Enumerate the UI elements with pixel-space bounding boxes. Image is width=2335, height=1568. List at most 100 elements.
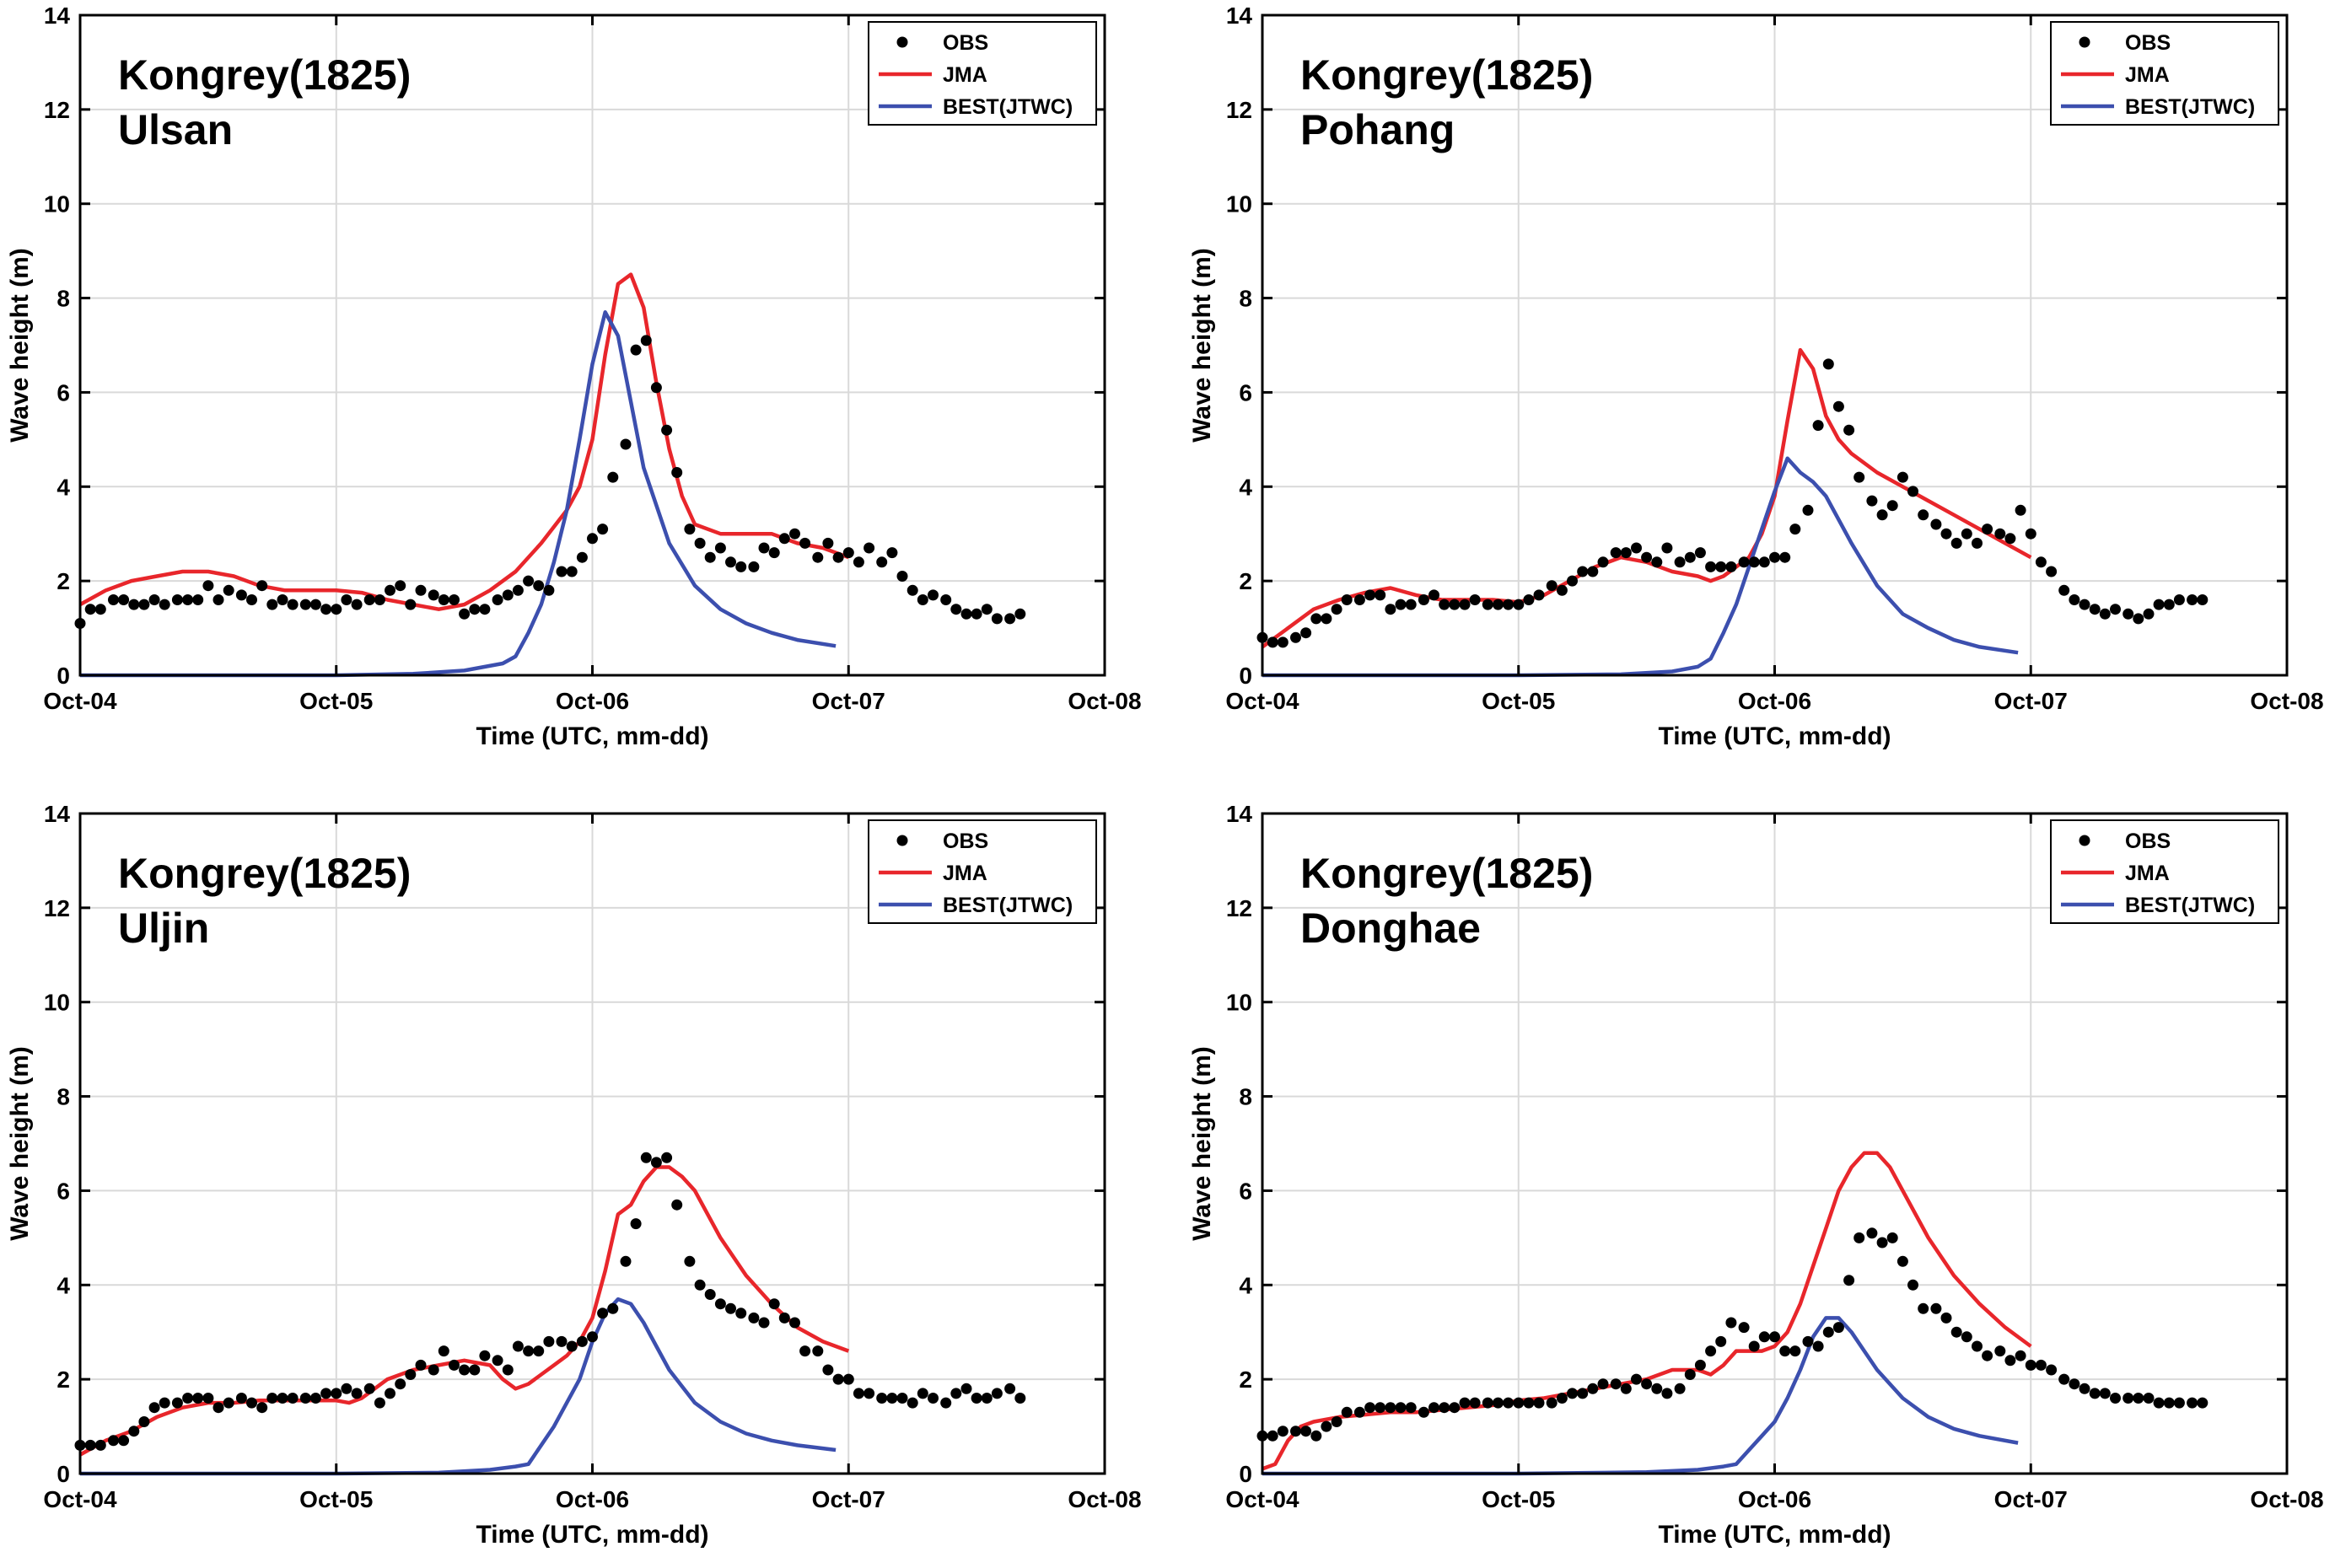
obs-point: [1674, 556, 1686, 568]
x-tick-label: Oct-08: [1068, 1486, 1141, 1512]
obs-point: [661, 424, 673, 436]
y-tick-label: 10: [44, 990, 70, 1016]
y-tick-label: 0: [1239, 663, 1252, 689]
legend-label: BEST(JTWC): [2125, 95, 2255, 119]
obs-point: [1267, 636, 1278, 648]
obs-point: [266, 1393, 278, 1404]
obs-point: [1725, 1317, 1737, 1329]
obs-point: [1300, 627, 1312, 639]
obs-point: [1631, 1373, 1642, 1385]
obs-point: [299, 1393, 311, 1404]
y-tick-label: 14: [44, 801, 71, 827]
obs-point: [449, 594, 460, 605]
obs-point: [1449, 599, 1461, 610]
obs-point: [778, 533, 790, 545]
series-line-jma: [1261, 347, 2032, 649]
obs-point: [1866, 1227, 1878, 1239]
chart-subtitle: Donghae: [1300, 905, 1481, 952]
obs-point: [1651, 1383, 1663, 1394]
obs-point: [2035, 1359, 2047, 1371]
chart-panel-3: Oct-04 Oct-05 Oct-06 Oct-07 Oct-08 0 2 4 6 8 10 12 1…: [6, 801, 1142, 1549]
legend: OBS JMA BEST(JTWC): [2050, 819, 2279, 924]
obs-point: [1482, 1397, 1493, 1409]
obs-point: [694, 537, 706, 549]
obs-point: [1950, 537, 1962, 549]
legend-obs-marker: [896, 835, 908, 846]
obs-point: [351, 599, 363, 610]
obs-point: [1982, 524, 1993, 535]
obs-point: [512, 1340, 524, 1352]
obs-point: [1341, 1406, 1353, 1418]
obs-point: [1385, 1402, 1396, 1414]
obs-point: [2122, 608, 2134, 620]
legend-label: OBS: [943, 31, 988, 55]
obs-point: [2133, 613, 2144, 625]
obs-point: [950, 604, 962, 615]
obs-point: [1300, 1426, 1312, 1437]
obs-point: [1950, 1326, 1962, 1338]
obs-point: [981, 604, 993, 615]
obs-point: [2015, 1350, 2026, 1361]
obs-point: [704, 1289, 716, 1300]
obs-point: [1482, 599, 1493, 610]
obs-point: [587, 533, 598, 545]
obs-point: [1503, 1397, 1515, 1409]
obs-point: [1631, 542, 1642, 554]
legend: OBS JMA BEST(JTWC): [2050, 21, 2279, 126]
obs-point: [1715, 561, 1727, 572]
obs-point: [2187, 594, 2198, 605]
obs-point: [2173, 1397, 2185, 1409]
obs-point: [138, 1416, 150, 1427]
legend-obs-marker: [2079, 36, 2090, 48]
obs-point: [2004, 1355, 2016, 1367]
obs-point: [1866, 495, 1878, 507]
obs-point: [1812, 420, 1824, 432]
obs-point: [1994, 1345, 2006, 1357]
obs-point: [1439, 599, 1450, 610]
obs-point: [2143, 608, 2155, 620]
x-tick-label: Oct-06: [1738, 1486, 1811, 1512]
legend-label: BEST(JTWC): [2125, 894, 2255, 917]
obs-point: [1577, 1388, 1589, 1399]
series-line-jma: [1262, 1151, 2032, 1471]
x-tick-label: Oct-07: [812, 1486, 885, 1512]
obs-point: [1822, 358, 1834, 370]
obs-point: [1758, 556, 1770, 568]
obs-point: [2153, 599, 2165, 610]
chart-subtitle: Pohang: [1300, 106, 1455, 153]
obs-point: [1789, 1345, 1801, 1357]
obs-point: [1469, 594, 1481, 605]
legend-label: OBS: [2125, 31, 2171, 55]
obs-point: [2079, 1383, 2090, 1394]
obs-point: [940, 1397, 952, 1409]
obs-point: [1897, 471, 1908, 483]
obs-point: [405, 1369, 417, 1380]
obs-point: [223, 1397, 234, 1409]
obs-point: [1533, 1397, 1545, 1409]
obs-point: [159, 599, 170, 610]
obs-point: [758, 1317, 770, 1329]
obs-point: [684, 524, 696, 535]
legend-label: OBS: [943, 830, 988, 853]
obs-point: [597, 1308, 609, 1319]
obs-point: [768, 547, 780, 559]
y-tick-label: 0: [56, 663, 70, 689]
obs-point: [351, 1388, 363, 1399]
legend-obs-marker: [896, 36, 908, 48]
obs-point: [2004, 533, 2016, 545]
y-tick-label: 8: [56, 1084, 70, 1110]
obs-point: [714, 542, 726, 554]
obs-point: [202, 1393, 214, 1404]
obs-point: [917, 1388, 928, 1399]
chart-subtitle: Uljin: [118, 905, 209, 952]
y-tick-label: 12: [44, 895, 70, 921]
obs-point: [341, 1383, 352, 1394]
obs-point: [1651, 556, 1663, 568]
obs-point: [886, 1393, 898, 1404]
x-tick-label: Oct-04: [43, 1486, 117, 1512]
obs-point: [1597, 556, 1609, 568]
series-obs-markers: [74, 1152, 1026, 1451]
obs-point: [556, 566, 568, 577]
obs-point: [832, 1373, 844, 1385]
